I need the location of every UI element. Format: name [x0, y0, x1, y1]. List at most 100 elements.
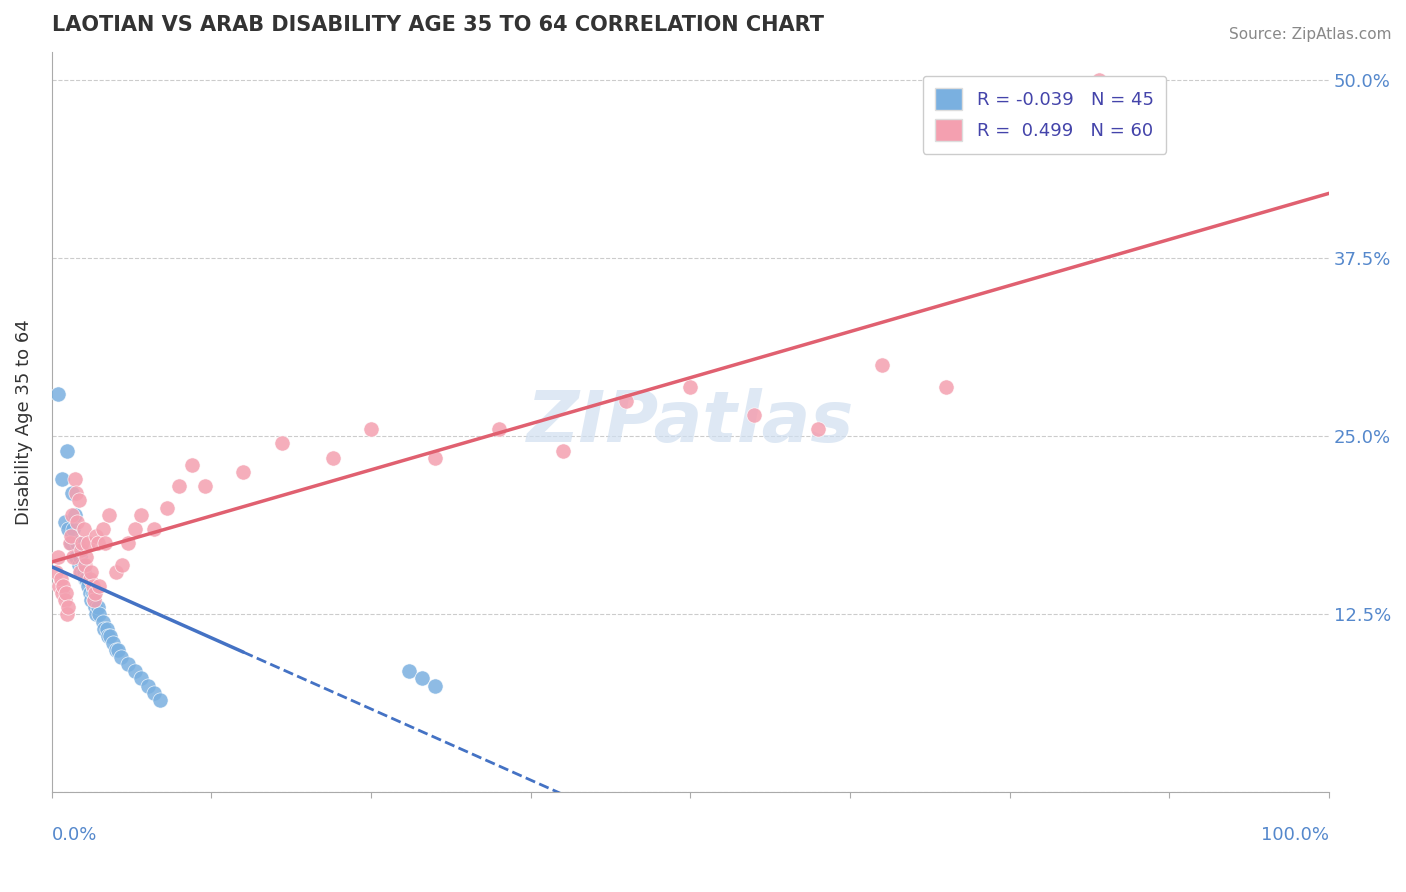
Point — [142, 522, 165, 536]
Point — [93, 622, 115, 636]
Point — [169, 479, 191, 493]
Point — [72, 558, 94, 572]
Point — [63, 472, 86, 486]
Point — [49, 572, 72, 586]
Point — [82, 579, 104, 593]
Point — [73, 558, 96, 572]
Point — [91, 615, 114, 629]
Point — [51, 586, 73, 600]
Y-axis label: Disability Age 35 to 64: Disability Age 35 to 64 — [15, 319, 32, 525]
Point — [53, 593, 76, 607]
Point — [80, 565, 103, 579]
Point — [59, 536, 82, 550]
Point — [56, 607, 79, 622]
Point — [60, 486, 83, 500]
Point — [86, 529, 108, 543]
Text: 100.0%: 100.0% — [1261, 826, 1329, 844]
Point — [51, 472, 73, 486]
Point — [67, 493, 90, 508]
Point — [66, 515, 89, 529]
Point — [62, 522, 84, 536]
Point — [63, 508, 86, 522]
Point — [181, 458, 204, 472]
Point — [87, 579, 110, 593]
Point — [232, 465, 254, 479]
Point — [79, 586, 101, 600]
Legend: R = -0.039   N = 45, R =  0.499   N = 60: R = -0.039 N = 45, R = 0.499 N = 60 — [922, 76, 1167, 154]
Point — [69, 550, 91, 565]
Point — [398, 665, 420, 679]
Point — [616, 393, 638, 408]
Text: LAOTIAN VS ARAB DISABILITY AGE 35 TO 64 CORRELATION CHART: LAOTIAN VS ARAB DISABILITY AGE 35 TO 64 … — [52, 15, 824, 35]
Point — [65, 550, 87, 565]
Point — [129, 672, 152, 686]
Point — [194, 479, 217, 493]
Point — [80, 593, 103, 607]
Text: Source: ZipAtlas.com: Source: ZipAtlas.com — [1229, 27, 1392, 42]
Point — [870, 358, 893, 372]
Point — [91, 522, 114, 536]
Point — [110, 650, 132, 665]
Point — [84, 600, 107, 615]
Point — [107, 643, 129, 657]
Point — [73, 522, 96, 536]
Point — [67, 558, 90, 572]
Point — [56, 443, 79, 458]
Point — [100, 629, 122, 643]
Point — [70, 565, 93, 579]
Point — [65, 486, 87, 500]
Point — [59, 536, 82, 550]
Point — [270, 436, 292, 450]
Point — [129, 508, 152, 522]
Point — [52, 579, 75, 593]
Point — [76, 579, 98, 593]
Point — [84, 586, 107, 600]
Point — [807, 422, 830, 436]
Point — [72, 536, 94, 550]
Point — [117, 657, 139, 672]
Point — [94, 536, 117, 550]
Point — [73, 572, 96, 586]
Point — [423, 450, 446, 465]
Point — [322, 450, 344, 465]
Point — [411, 672, 433, 686]
Point — [360, 422, 382, 436]
Point — [69, 565, 91, 579]
Point — [46, 386, 69, 401]
Point — [104, 565, 127, 579]
Point — [75, 572, 97, 586]
Point — [82, 586, 104, 600]
Point — [79, 572, 101, 586]
Point — [104, 643, 127, 657]
Point — [117, 536, 139, 550]
Point — [679, 379, 702, 393]
Point — [75, 550, 97, 565]
Point — [46, 550, 69, 565]
Point — [45, 565, 67, 579]
Point — [62, 550, 84, 565]
Point — [87, 600, 110, 615]
Point — [83, 593, 105, 607]
Point — [58, 600, 80, 615]
Point — [551, 443, 574, 458]
Point — [935, 379, 957, 393]
Point — [66, 536, 89, 550]
Text: ZIPatlas: ZIPatlas — [527, 388, 853, 457]
Point — [111, 558, 134, 572]
Point — [86, 607, 108, 622]
Point — [156, 500, 179, 515]
Point — [1088, 73, 1111, 87]
Point — [48, 579, 70, 593]
Point — [97, 629, 120, 643]
Point — [87, 536, 110, 550]
Point — [70, 543, 93, 558]
Point — [142, 686, 165, 700]
Point — [98, 508, 121, 522]
Point — [742, 408, 765, 422]
Point — [101, 636, 124, 650]
Point — [59, 529, 82, 543]
Point — [96, 622, 118, 636]
Point — [73, 565, 96, 579]
Point — [76, 536, 98, 550]
Point — [87, 607, 110, 622]
